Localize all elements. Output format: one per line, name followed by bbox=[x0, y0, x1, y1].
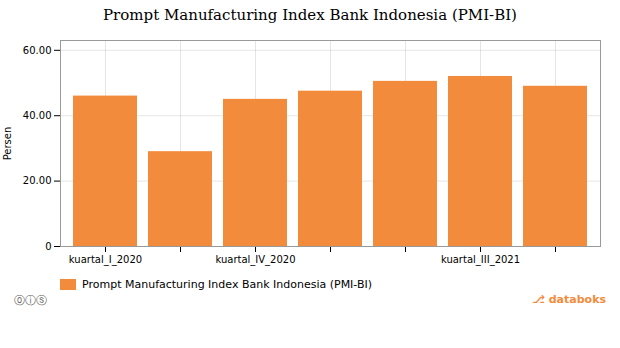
html-text:⎇ databoks: ⎇ databoks bbox=[532, 293, 606, 306]
html-text:⓪ⓘⓢ: ⓪ⓘⓢ bbox=[14, 294, 47, 307]
svg-text:40.00: 40.00 bbox=[23, 110, 52, 121]
svg-text:60.00: 60.00 bbox=[23, 45, 52, 56]
html-text:Prompt Manufacturing Index Ban: Prompt Manufacturing Index Bank Indonesi… bbox=[82, 278, 372, 291]
html-text:Prompt Manufacturing Index Ban: Prompt Manufacturing Index Bank Indonesi… bbox=[103, 6, 517, 24]
svg-text:0: 0 bbox=[45, 241, 51, 252]
svg-text:kuartal_IV_2020: kuartal_IV_2020 bbox=[215, 254, 295, 266]
svg-text:kuartal_I_2020: kuartal_I_2020 bbox=[69, 254, 142, 266]
svg-text:20.00: 20.00 bbox=[23, 175, 52, 186]
svg-text:Persen: Persen bbox=[2, 127, 13, 161]
svg-text:kuartal_III_2021: kuartal_III_2021 bbox=[441, 254, 520, 266]
